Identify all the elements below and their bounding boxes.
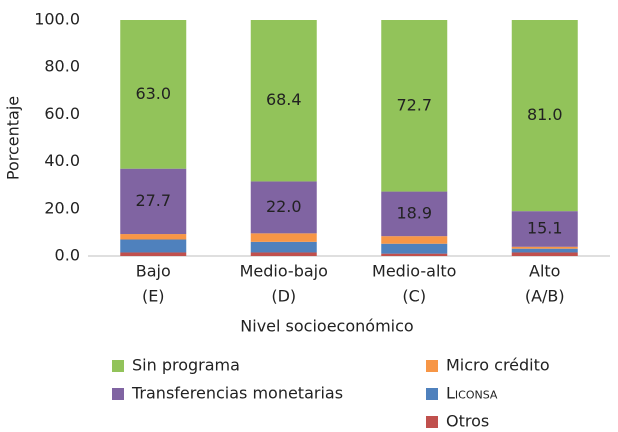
bar-segment	[511, 248, 578, 253]
bar-segment	[250, 241, 317, 253]
y-axis-label: Porcentaje	[4, 96, 23, 180]
bar-segment	[120, 20, 187, 169]
data-label: 27.7	[135, 191, 171, 210]
x-tick-label: (A/B)	[525, 287, 565, 306]
y-tick-label: 60.0	[44, 104, 80, 123]
legend-swatch	[112, 388, 124, 400]
bar-segment	[381, 253, 448, 256]
legend-label: Sin programa	[132, 356, 240, 375]
bar-segment	[511, 252, 578, 256]
legend-swatch	[426, 416, 438, 428]
data-label: 18.9	[396, 203, 432, 222]
data-label: 15.1	[527, 218, 563, 237]
bar-segment	[120, 252, 187, 256]
legend-label: Micro crédito	[446, 356, 550, 375]
y-tick-label: 20.0	[44, 198, 80, 217]
legend-label: Otros	[446, 412, 489, 431]
data-label: 68.4	[266, 90, 302, 109]
bar-segment	[120, 239, 187, 253]
x-tick-label: (E)	[142, 287, 165, 306]
y-tick-label: 80.0	[44, 57, 80, 76]
data-label: 22.0	[266, 197, 302, 216]
bar-segment	[381, 191, 448, 237]
bar-segment	[511, 211, 578, 247]
x-tick-label: (D)	[271, 287, 296, 306]
data-label: 63.0	[135, 84, 171, 103]
x-tick-label: Medio-bajo	[240, 262, 328, 281]
legend-swatch	[426, 360, 438, 372]
bar-segment	[381, 243, 448, 254]
legend-label: Transferencias monetarias	[131, 384, 343, 403]
legend-label: Liconsa	[446, 384, 498, 403]
bar-segment	[120, 234, 187, 240]
y-tick-label: 0.0	[55, 246, 80, 265]
data-label: 72.7	[396, 95, 432, 114]
data-label: 81.0	[527, 105, 563, 124]
y-tick-label: 40.0	[44, 151, 80, 170]
x-tick-label: Alto	[529, 262, 560, 281]
bar-segment	[511, 20, 578, 212]
bar-segment	[250, 233, 317, 242]
bar-segment	[250, 20, 317, 182]
x-tick-label: Bajo	[136, 262, 171, 281]
bar-segment	[120, 168, 187, 235]
bar-segment	[250, 252, 317, 256]
legend-swatch	[426, 388, 438, 400]
x-tick-label: Medio-alto	[372, 262, 456, 281]
x-axis-label: Nivel socioeconómico	[240, 317, 413, 336]
bar-segment	[381, 236, 448, 244]
bar-segment	[511, 246, 578, 249]
bar-segment	[381, 20, 448, 192]
bar-segment	[250, 181, 317, 234]
x-tick-label: (C)	[402, 287, 426, 306]
legend-swatch	[112, 360, 124, 372]
y-tick-label: 100.0	[34, 10, 80, 29]
